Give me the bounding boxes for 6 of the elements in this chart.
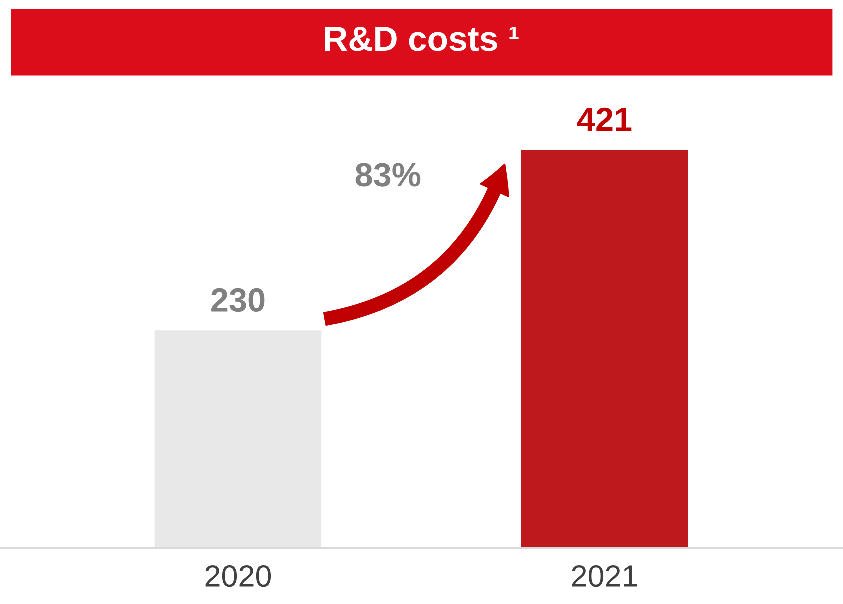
data-label: 230 <box>212 288 265 312</box>
data-label: 421 <box>577 108 632 132</box>
annotation: 83% <box>356 163 421 187</box>
x-tick-label: 2020 <box>206 565 272 588</box>
x-tick-label: 2021 <box>572 565 638 588</box>
chart-title: R&D costs ¹ <box>325 26 519 52</box>
